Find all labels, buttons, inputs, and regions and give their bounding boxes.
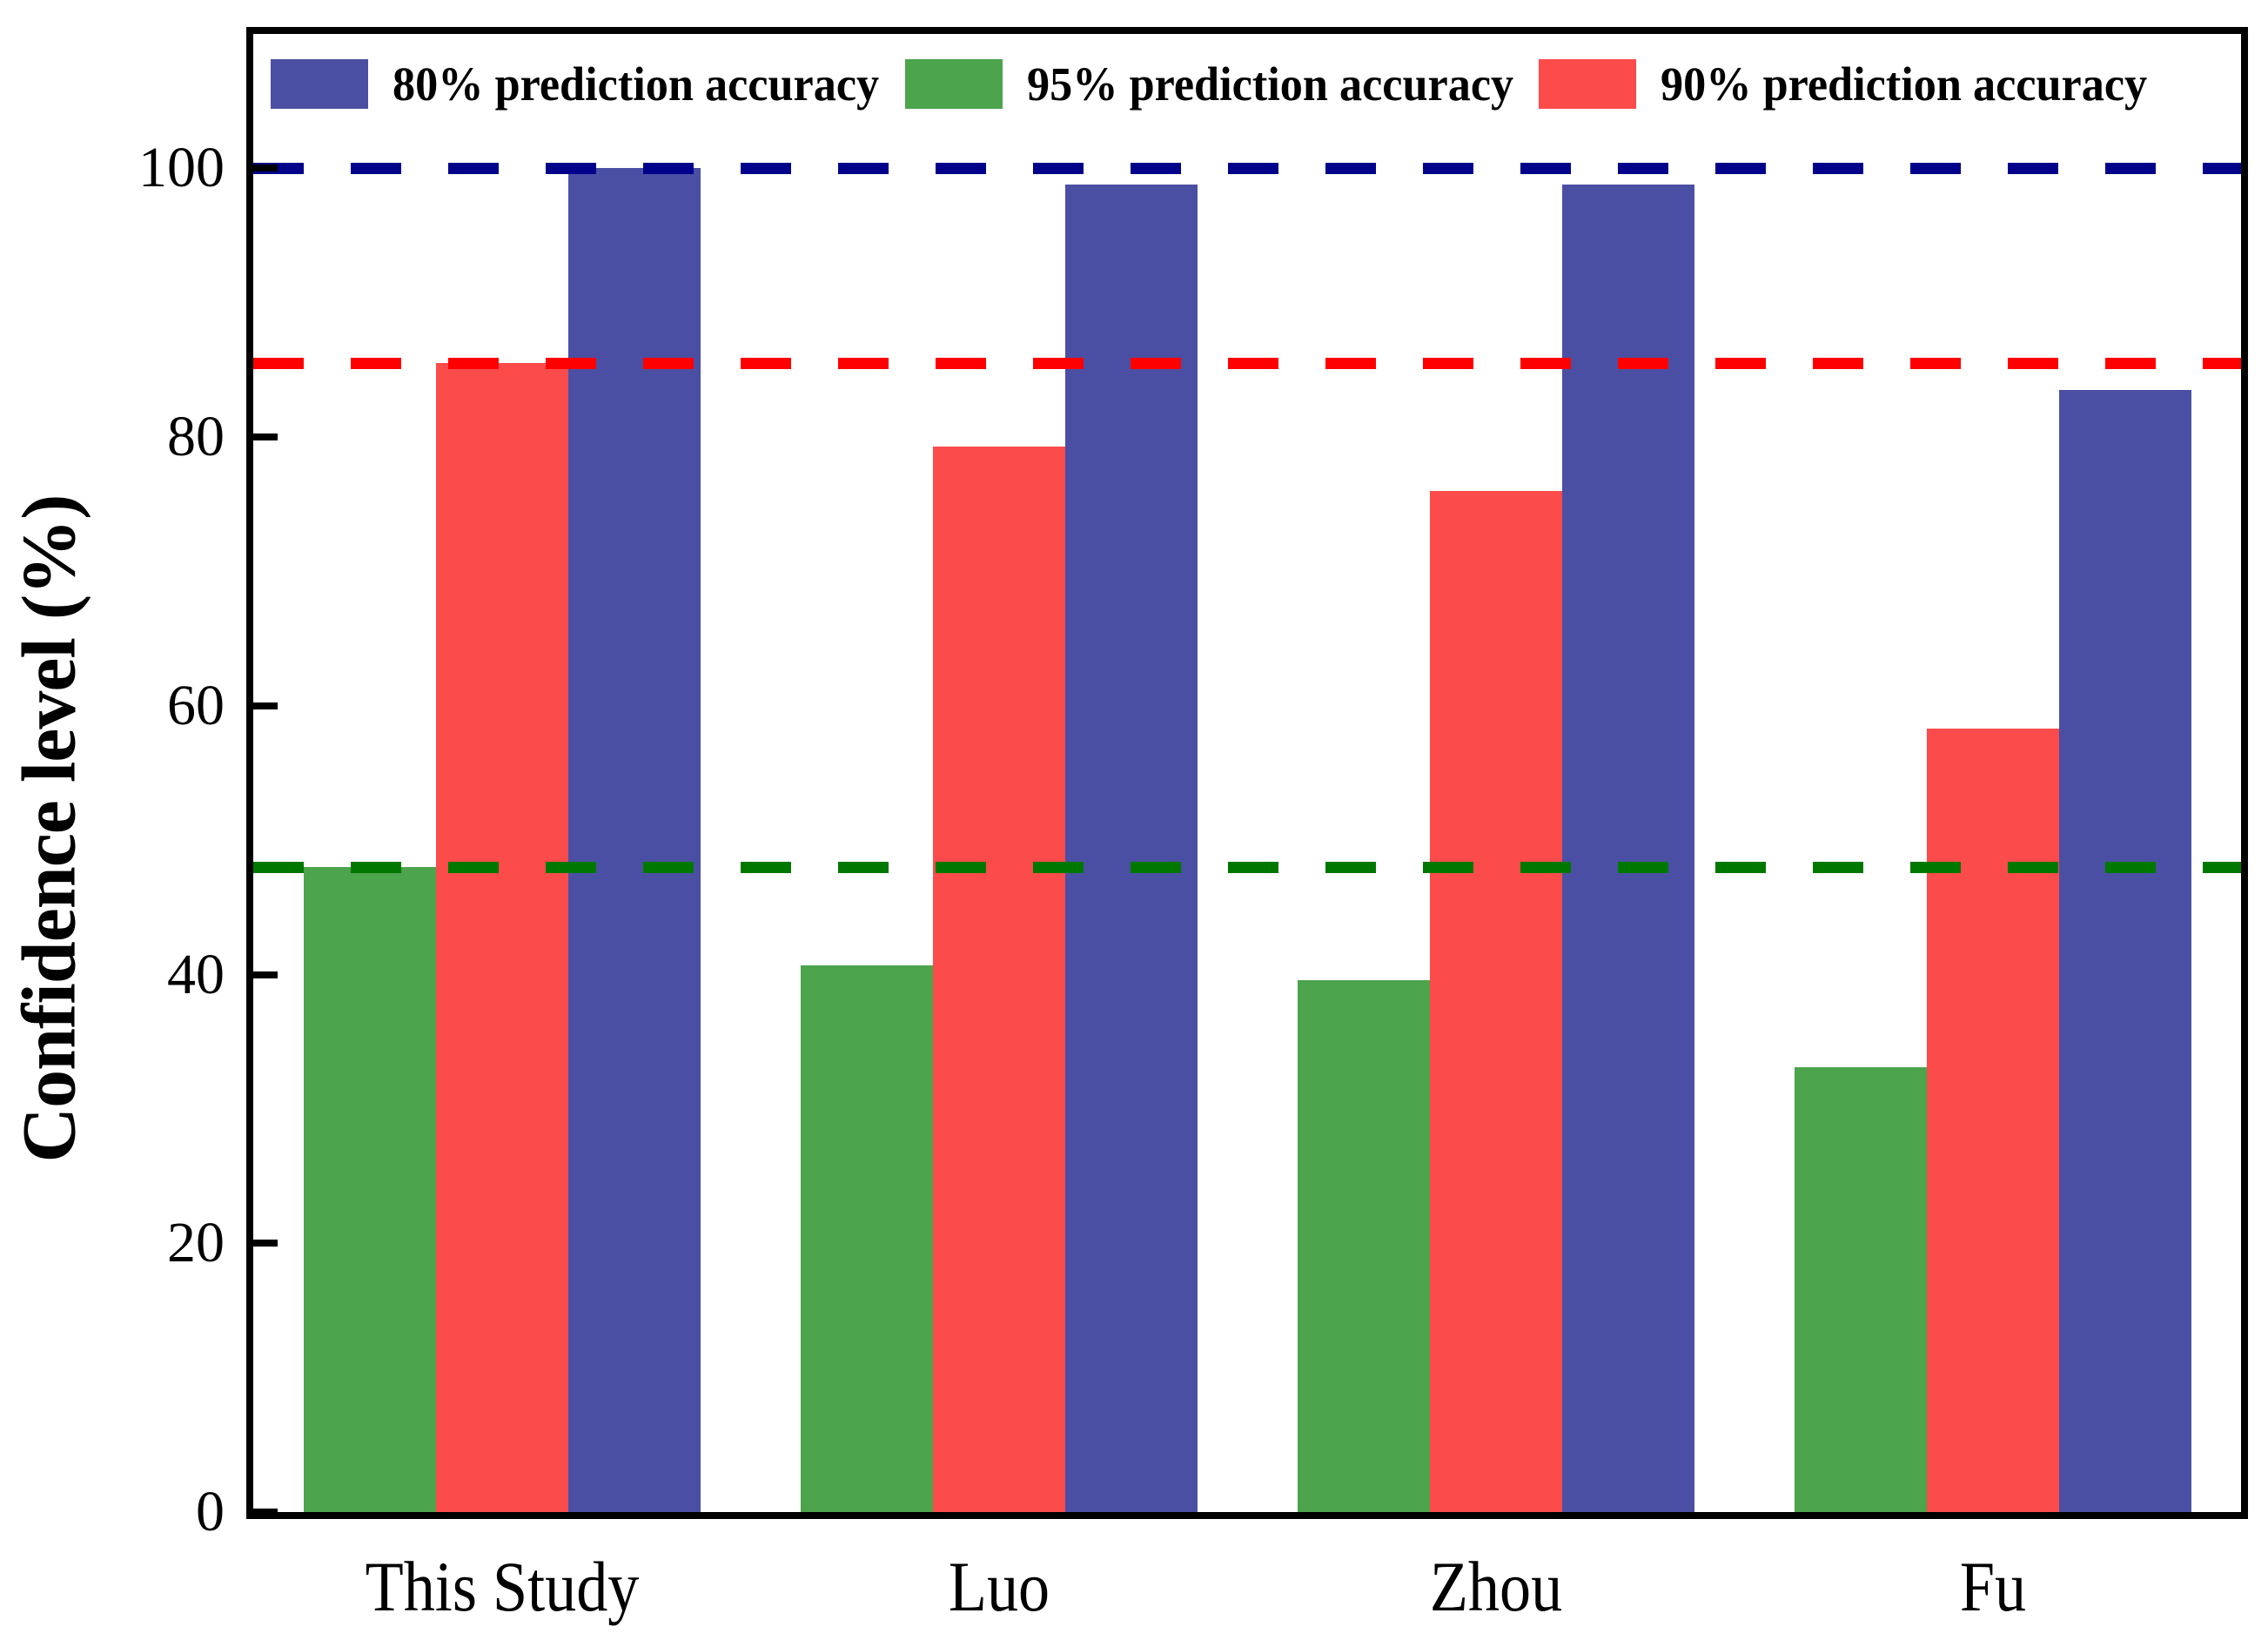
bar-luo-95: [801, 965, 933, 1512]
legend-item: 95% prediction accuracy: [904, 57, 1540, 111]
y-tick: [253, 165, 278, 171]
x-tick-label: Fu: [1959, 1547, 2027, 1626]
legend-swatch: [904, 59, 1003, 109]
x-tick-label: Zhou: [1429, 1547, 1563, 1626]
y-tick-label: 60: [167, 674, 225, 737]
bar-fu-95: [1795, 1067, 1927, 1512]
legend-swatch: [271, 59, 368, 109]
reference-line: [253, 862, 2241, 873]
plot-area: [246, 27, 2248, 1519]
bar-fu-80: [2059, 390, 2191, 1512]
bar-this-study-95: [304, 867, 436, 1512]
bar-this-study-90: [436, 363, 568, 1512]
bar-this-study-80: [568, 168, 701, 1512]
y-tick-label: 100: [138, 136, 225, 199]
y-tick: [253, 1509, 278, 1516]
bar-luo-80: [1065, 185, 1198, 1512]
bar-zhou-80: [1562, 185, 1694, 1512]
bar-zhou-95: [1298, 980, 1430, 1512]
x-tick-label: This Study: [365, 1547, 640, 1626]
bar-fu-90: [1927, 729, 2059, 1512]
y-tick-label: 40: [167, 943, 225, 1006]
legend: 80% prediction accuracy 95% prediction ac…: [271, 59, 2173, 109]
reference-line: [253, 358, 2241, 369]
legend-swatch: [1539, 59, 1637, 109]
bar-zhou-90: [1430, 491, 1562, 1512]
y-tick: [253, 1240, 278, 1247]
y-tick-label: 20: [167, 1211, 225, 1274]
legend-item: 90% prediction accuracy: [1539, 59, 2173, 109]
legend-item: 80% prediction accuracy: [271, 59, 905, 109]
y-tick: [253, 971, 278, 978]
y-axis-title: Confidence level (%): [7, 494, 92, 1163]
y-tick-label: 0: [196, 1480, 225, 1543]
legend-label: 90% prediction accuracy: [1661, 57, 2148, 111]
y-tick: [253, 434, 278, 440]
y-tick-label: 80: [167, 405, 225, 468]
x-tick-label: Luo: [948, 1547, 1050, 1626]
reference-line: [253, 163, 2241, 174]
legend-label: 95% prediction accuracy: [1026, 57, 1513, 111]
y-tick: [253, 702, 278, 709]
bar-luo-90: [933, 447, 1065, 1512]
legend-label: 80% prediction accuracy: [393, 57, 880, 111]
